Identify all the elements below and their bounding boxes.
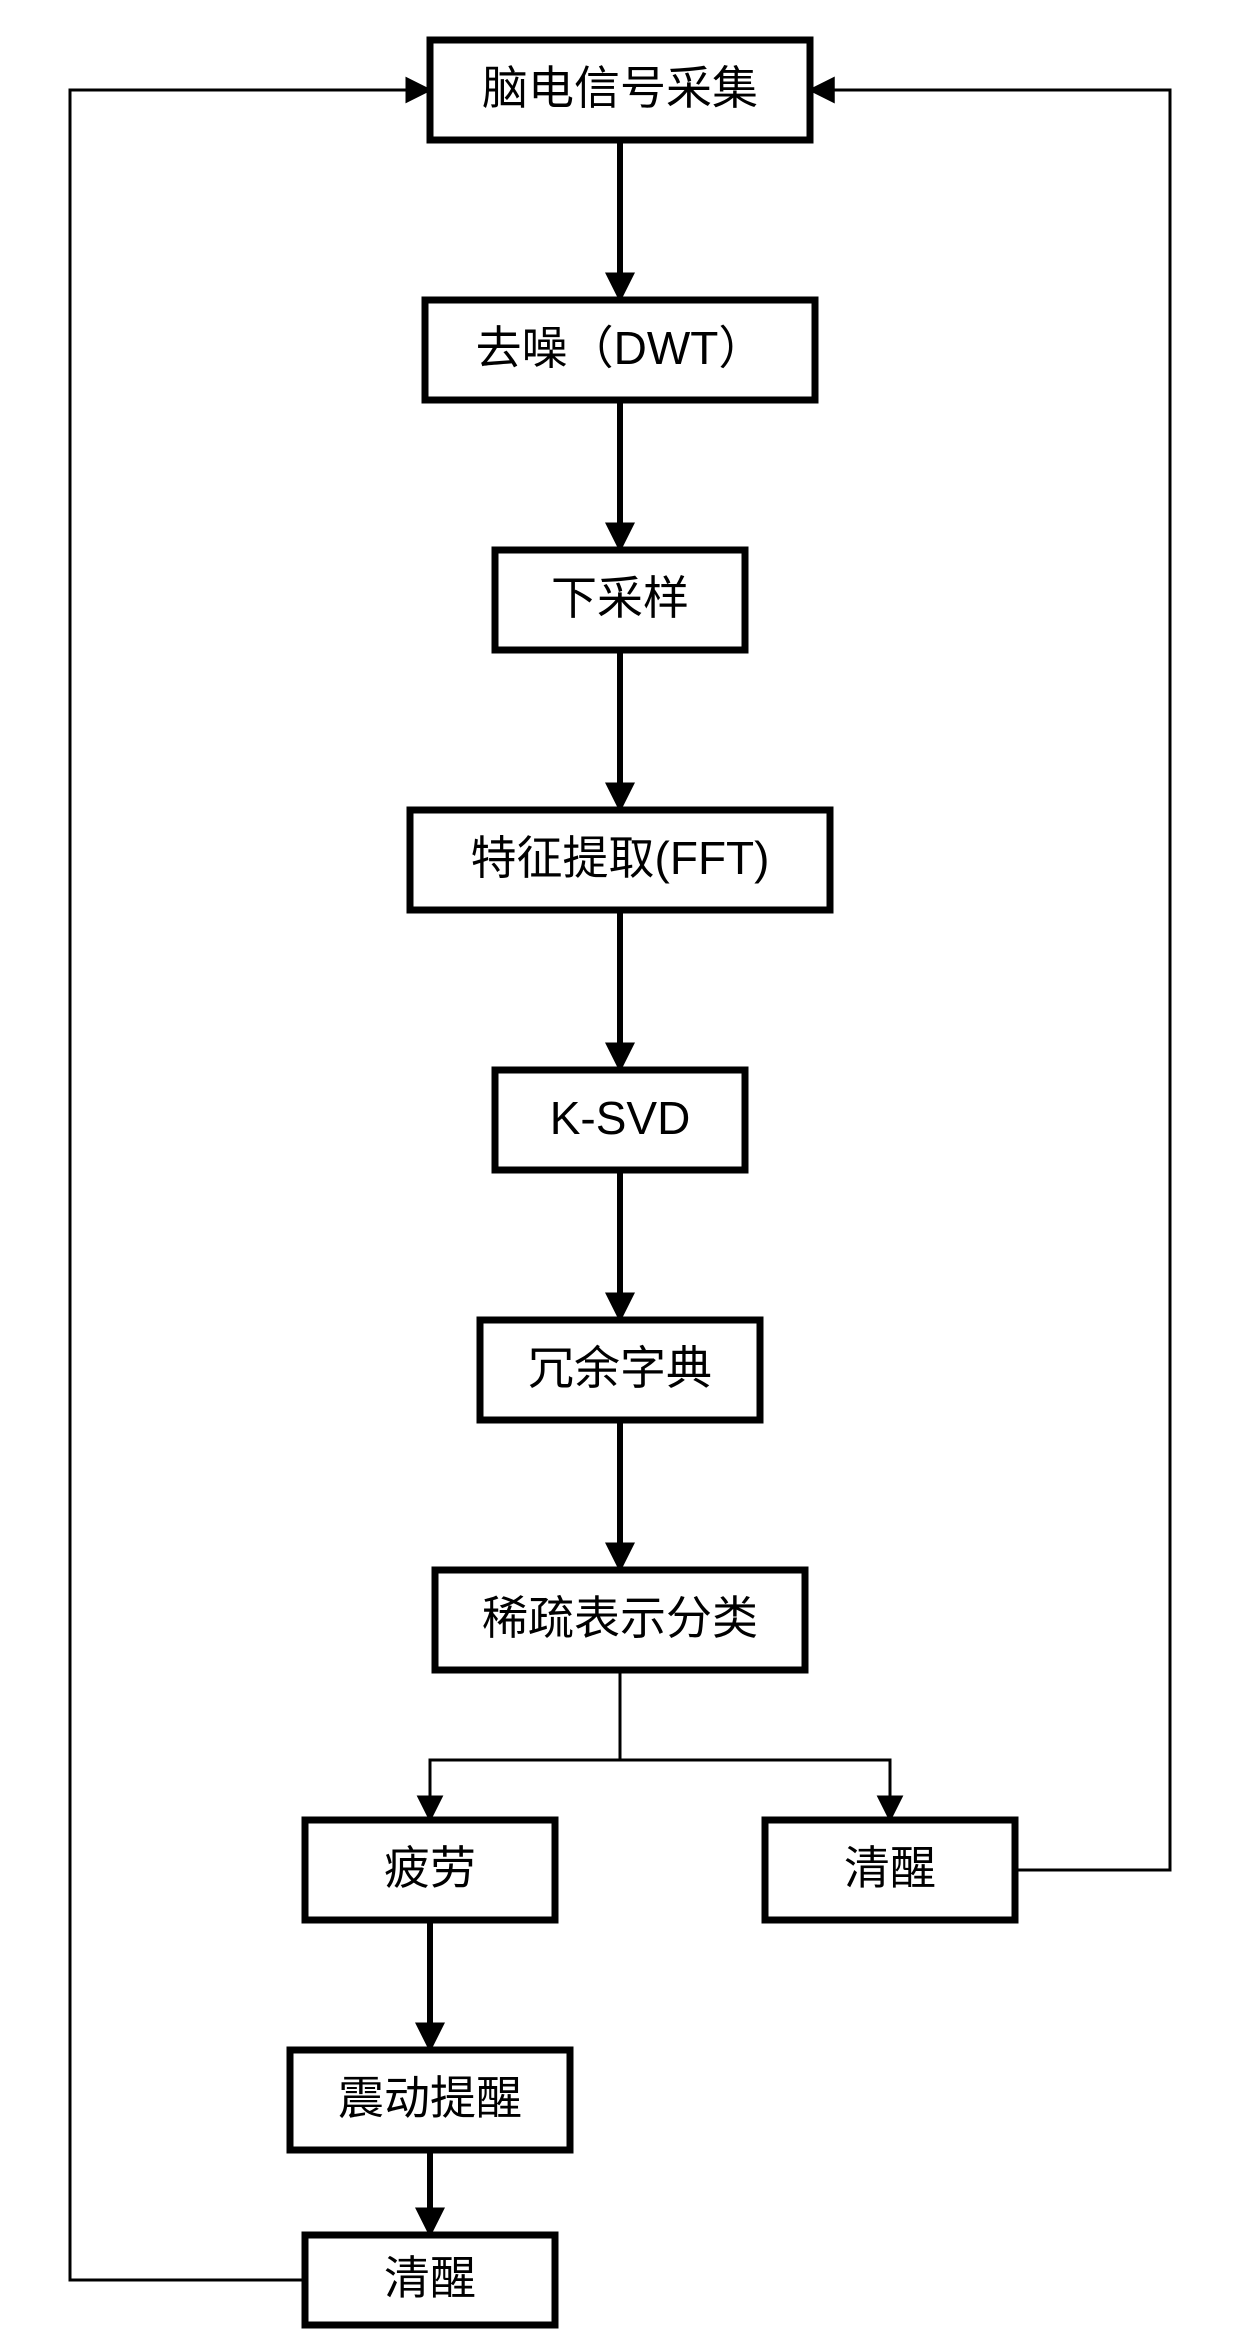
flow-node-n9: 清醒 [765,1820,1015,1920]
flow-node-n5: K-SVD [495,1070,745,1170]
flow-node-n11: 清醒 [305,2235,555,2325]
flow-node-label: K-SVD [550,1092,691,1144]
edge-e7a [430,1670,620,1820]
flow-node-label: 清醒 [844,1842,936,1894]
edge-e7b [620,1670,890,1820]
flow-node-n8: 疲劳 [305,1820,555,1920]
flow-node-label: 清醒 [384,2252,476,2304]
flow-node-label: 疲劳 [384,1842,476,1894]
flow-node-label: 去噪（DWT） [476,322,765,374]
flow-node-label: 冗余字典 [528,1342,712,1394]
flow-node-n7: 稀疏表示分类 [435,1570,805,1670]
flow-node-label: 稀疏表示分类 [482,1592,758,1644]
flow-node-n1: 脑电信号采集 [430,40,810,140]
flow-node-n6: 冗余字典 [480,1320,760,1420]
flow-node-n10: 震动提醒 [290,2050,570,2150]
edge-e10 [810,90,1170,1870]
flow-node-label: 下采样 [551,572,689,624]
flow-node-label: 特征提取(FFT) [471,832,770,884]
flow-node-n4: 特征提取(FFT) [410,810,830,910]
flow-node-n2: 去噪（DWT） [425,300,815,400]
flow-node-n3: 下采样 [495,550,745,650]
flow-node-label: 脑电信号采集 [482,62,758,114]
edge-e11 [70,90,430,2280]
flowchart-canvas: 脑电信号采集去噪（DWT） 下采样特征提取(FFT) K-SVD 冗余字典稀疏表示分类… [0,0,1240,2342]
flow-node-label: 震动提醒 [338,2072,522,2124]
